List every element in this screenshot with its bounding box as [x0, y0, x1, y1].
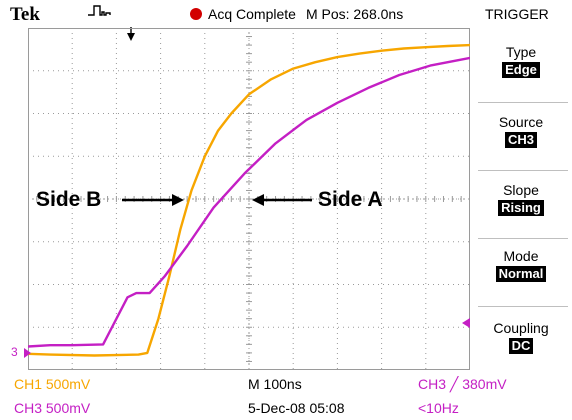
date-time-readout: 5-Dec-08 05:08	[248, 400, 345, 416]
timebase-readout: M 100ns	[248, 376, 302, 392]
ch3-trace	[28, 56, 470, 348]
trigger-level-readout: CH3 ╱ 380mV	[418, 376, 507, 392]
menu-mode-value: Normal	[495, 266, 547, 282]
menu-type-value: Edge	[502, 62, 540, 78]
menu-slope-label: Slope	[503, 182, 539, 198]
menu-divider	[478, 238, 568, 239]
menu-coupling[interactable]: Coupling DC	[474, 320, 568, 354]
acquisition-indicator-icon	[190, 8, 202, 20]
menu-source-value: CH3	[504, 132, 537, 148]
brand-logo: Tek	[10, 4, 40, 25]
ch3-marker-label: 3	[11, 345, 18, 359]
side-b-arrow-icon	[122, 194, 184, 206]
acquisition-label: Acq Complete	[208, 6, 296, 22]
menu-slope[interactable]: Slope Rising	[474, 182, 568, 216]
horizontal-position: M Pos: 268.0ns	[305, 6, 404, 22]
menu-mode[interactable]: Mode Normal	[474, 248, 568, 282]
menu-type[interactable]: Type Edge	[474, 44, 568, 78]
menu-type-label: Type	[505, 44, 537, 60]
menu-source-label: Source	[498, 114, 544, 130]
oscilloscope-display	[28, 28, 470, 370]
top-status-bar: Tek Acq Complete M Pos: 268.0ns TRIGGER	[0, 0, 572, 41]
waveform-plot	[28, 28, 470, 370]
annotation-side-b: Side B	[36, 188, 102, 211]
trigger-menu: Type Edge Source CH3 Slope Rising Mode N…	[474, 28, 572, 370]
ch3-scale: CH3 500mV	[14, 400, 91, 416]
panel-title: TRIGGER	[485, 6, 549, 22]
menu-coupling-value: DC	[508, 338, 534, 354]
menu-divider	[478, 306, 568, 307]
menu-source[interactable]: Source CH3	[474, 114, 568, 148]
acquisition-status: Acq Complete M Pos: 268.0ns	[190, 6, 403, 22]
annotation-side-a: Side A	[318, 188, 383, 211]
trigger-level-marker-icon	[462, 318, 470, 328]
menu-coupling-label: Coupling	[493, 320, 549, 336]
graticule-border	[28, 28, 470, 370]
menu-divider	[478, 170, 568, 171]
ch1-trace	[28, 43, 470, 357]
ch3-ground-marker	[24, 348, 31, 358]
menu-mode-label: Mode	[503, 248, 539, 264]
side-a-arrow-icon	[252, 194, 312, 206]
menu-slope-value: Rising	[498, 200, 544, 216]
trigger-frequency-readout: <10Hz	[418, 400, 459, 416]
trigger-position-icon	[127, 33, 135, 41]
menu-divider	[478, 102, 568, 103]
ch1-scale: CH1 500mV	[14, 376, 91, 392]
